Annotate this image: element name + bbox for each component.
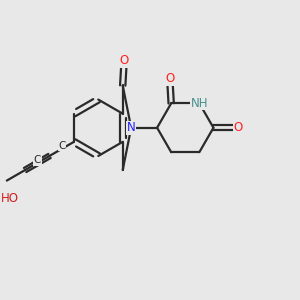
Text: N: N	[127, 121, 136, 134]
Text: NH: NH	[190, 97, 208, 110]
Text: C: C	[58, 141, 65, 151]
Text: O: O	[165, 72, 174, 85]
Text: HO: HO	[1, 192, 19, 206]
Text: C: C	[34, 155, 41, 165]
Text: O: O	[234, 121, 243, 134]
Text: O: O	[119, 54, 129, 67]
